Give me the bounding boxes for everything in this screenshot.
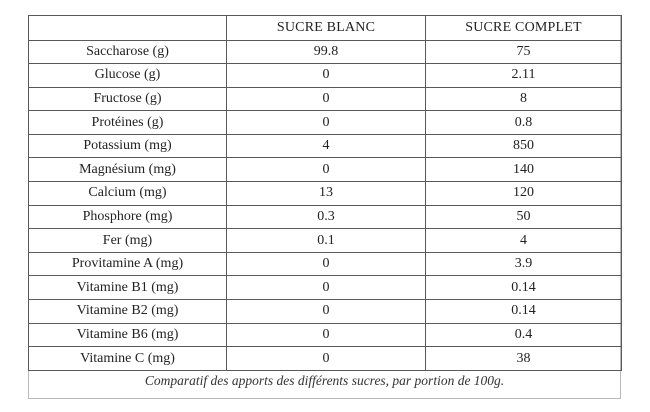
table-row: Magnésium (mg) 0 140	[28, 157, 622, 183]
sucre-blanc-value: 0	[226, 251, 426, 277]
sucre-blanc-value: 13	[226, 181, 426, 206]
sucre-complet-value: 75	[425, 39, 622, 65]
sucre-complet-value: 850	[425, 133, 622, 159]
sucre-complet-value: 0.8	[425, 110, 622, 135]
nutrient-label: Fer (mg)	[28, 228, 227, 253]
sucre-blanc-value: 0	[226, 275, 426, 301]
table-row: Fer (mg) 0.1 4	[28, 228, 622, 253]
header-cell-sucre-complet: SUCRE COMPLET	[425, 15, 622, 41]
table-row: Vitamine B1 (mg) 0 0.14	[28, 275, 622, 301]
sucre-blanc-value: 0	[226, 63, 426, 88]
sucre-complet-value: 38	[425, 346, 622, 371]
sucre-blanc-value: 0	[226, 110, 426, 135]
nutrient-label: Magnésium (mg)	[28, 157, 227, 183]
nutrient-label: Protéines (g)	[28, 110, 227, 135]
sucre-blanc-value: 0	[226, 322, 426, 348]
sucre-blanc-value: 0	[226, 157, 426, 183]
header-cell-sucre-blanc: SUCRE BLANC	[226, 15, 426, 41]
sucre-blanc-value: 99.8	[226, 39, 426, 65]
nutrient-label: Fructose (g)	[28, 86, 227, 112]
sucre-blanc-value: 0.3	[226, 204, 426, 230]
sucre-blanc-value: 0.1	[226, 228, 426, 253]
nutrient-label: Vitamine C (mg)	[28, 346, 227, 371]
table-caption: Comparatif des apports des différents su…	[144, 373, 505, 388]
table-row: Vitamine B6 (mg) 0 0.4	[28, 322, 622, 348]
table-row: Saccharose (g) 99.8 75	[28, 39, 622, 65]
table-row: Vitamine C (mg) 0 38	[28, 346, 622, 371]
sucre-complet-value: 140	[425, 157, 622, 183]
sucre-blanc-value: 4	[226, 133, 426, 159]
table-row: Calcium (mg) 13 120	[28, 181, 622, 206]
table-row: Vitamine B2 (mg) 0 0.14	[28, 299, 622, 324]
nutrient-label: Phosphore (mg)	[28, 204, 227, 230]
nutrient-label: Glucose (g)	[28, 63, 227, 88]
table-row: Phosphore (mg) 0.3 50	[28, 204, 622, 230]
nutrient-label: Saccharose (g)	[28, 39, 227, 65]
header-row: SUCRE BLANC SUCRE COMPLET	[28, 15, 622, 41]
header-cell-nutrient	[28, 15, 227, 41]
nutrient-label: Vitamine B6 (mg)	[28, 322, 227, 348]
nutrient-label: Provitamine A (mg)	[28, 251, 227, 277]
nutrient-label: Potassium (mg)	[28, 133, 227, 159]
sucre-complet-value: 0.4	[425, 322, 622, 348]
table-row: Glucose (g) 0 2.11	[28, 63, 622, 88]
sucre-blanc-value: 0	[226, 86, 426, 112]
sucre-complet-value: 3.9	[425, 251, 622, 277]
nutrition-table: SUCRE BLANC SUCRE COMPLET Saccharose (g)…	[28, 15, 622, 371]
sucre-complet-value: 4	[425, 228, 622, 253]
nutrient-label: Vitamine B1 (mg)	[28, 275, 227, 301]
table-row: Protéines (g) 0 0.8	[28, 110, 622, 135]
sucre-blanc-value: 0	[226, 299, 426, 324]
sucre-complet-value: 50	[425, 204, 622, 230]
sucre-complet-value: 0.14	[425, 275, 622, 301]
table-row: Provitamine A (mg) 0 3.9	[28, 251, 622, 277]
sucre-complet-value: 2.11	[425, 63, 622, 88]
sucre-blanc-value: 0	[226, 346, 426, 371]
nutrient-label: Calcium (mg)	[28, 181, 227, 206]
table-row: Potassium (mg) 4 850	[28, 133, 622, 159]
sucre-complet-value: 8	[425, 86, 622, 112]
sucre-complet-value: 120	[425, 181, 622, 206]
sucre-complet-value: 0.14	[425, 299, 622, 324]
table-row: Fructose (g) 0 8	[28, 86, 622, 112]
nutrient-label: Vitamine B2 (mg)	[28, 299, 227, 324]
